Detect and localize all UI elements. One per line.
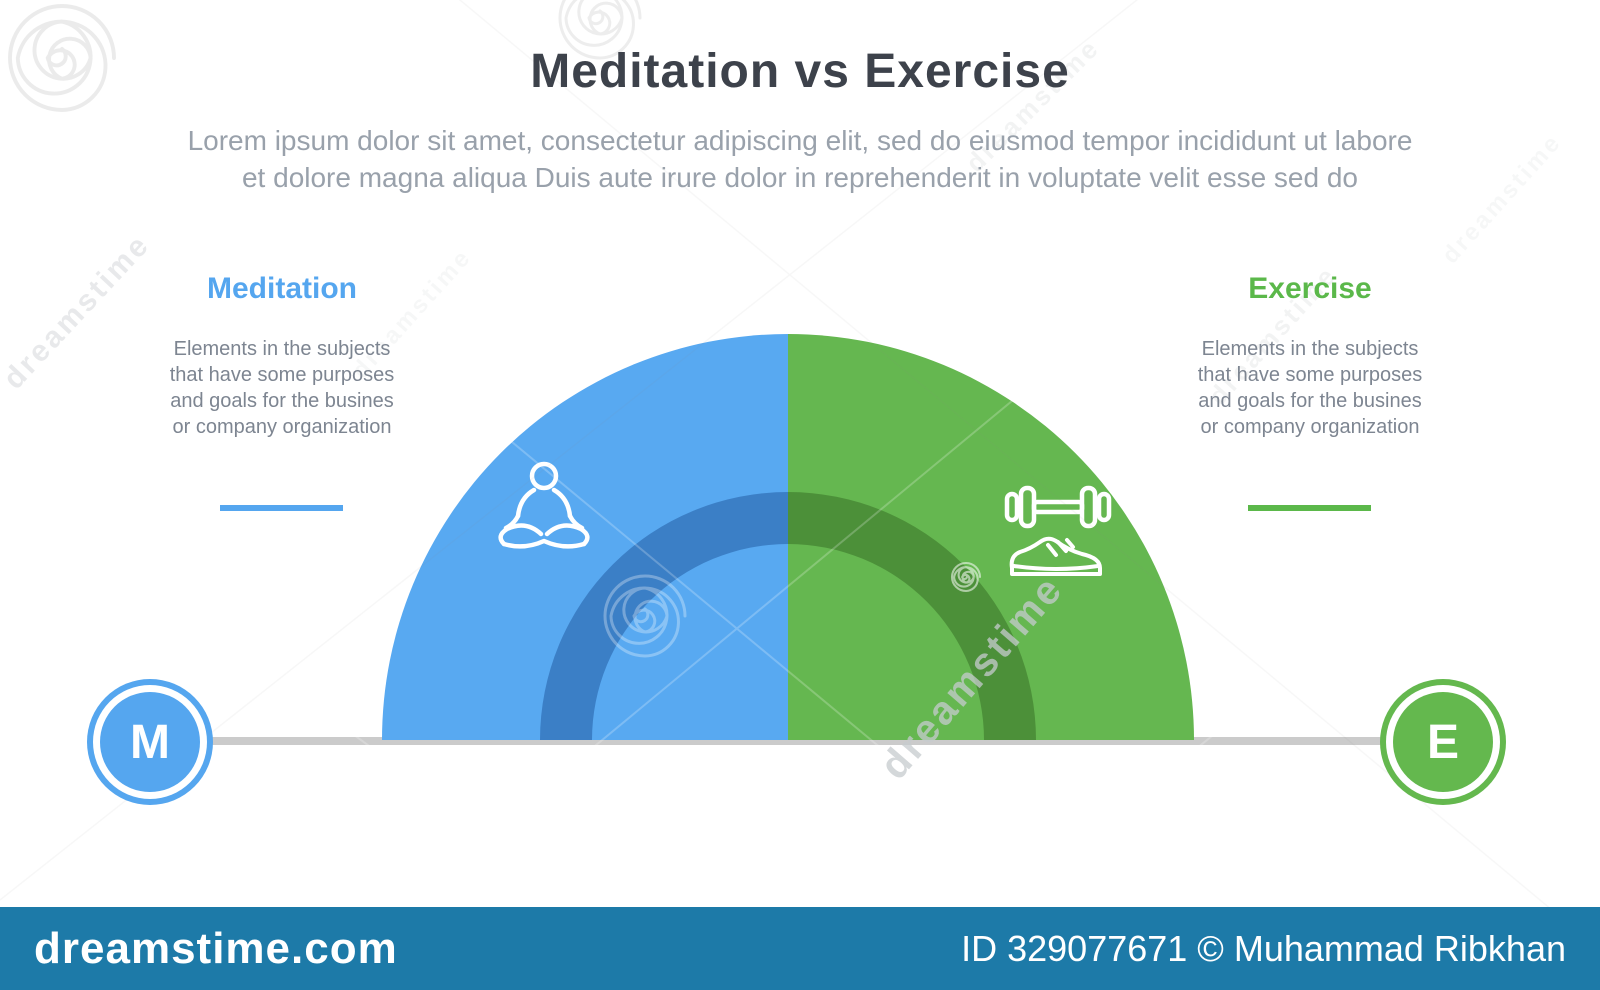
description-line: Elements in the subjects <box>1201 338 1419 360</box>
description-line: or company organization <box>1200 416 1420 438</box>
exercise-column: Exercise Elements in the subjects that h… <box>1130 272 1490 440</box>
exercise-half-segment <box>788 334 1194 740</box>
exercise-description: Elements in the subjects that have some … <box>1130 336 1490 440</box>
exercise-inner-band <box>788 492 1036 740</box>
meditation-inner-band <box>540 492 788 740</box>
meditation-column: Meditation Elements in the subjects that… <box>102 272 462 440</box>
meditation-lotus-icon <box>498 461 590 549</box>
meditation-underline <box>220 505 343 511</box>
description-line: and goals for the busines <box>170 390 394 412</box>
description-line: Elements in the subjects <box>173 338 391 360</box>
image-credit: ID 329077671 © Muhammad Ribkhan <box>961 927 1566 969</box>
page-subtitle: Lorem ipsum dolor sit amet, consectetur … <box>0 122 1600 196</box>
exercise-underline <box>1248 505 1371 511</box>
description-line: that have some purposes <box>1197 364 1423 386</box>
subtitle-line-2: et dolore magna aliqua Duis aute irure d… <box>241 162 1358 193</box>
meditation-heading: Meditation <box>207 272 357 305</box>
description-line: that have some purposes <box>169 364 395 386</box>
meditation-initial-letter: M <box>130 715 170 769</box>
exercise-initial-badge: E <box>1393 692 1493 792</box>
dreamstime-footer-bar: dreamstime.com ID 329077671 © Muhammad R… <box>0 907 1600 990</box>
description-line: and goals for the busines <box>1198 390 1422 412</box>
dumbbell-shoe-icon <box>1004 485 1112 576</box>
exercise-initial-letter: E <box>1426 715 1459 769</box>
subtitle-line-1: Lorem ipsum dolor sit amet, consectetur … <box>187 125 1413 156</box>
exercise-heading: Exercise <box>1248 272 1372 305</box>
dreamstime-logo: dreamstime.com <box>34 923 398 973</box>
meditation-half-segment <box>382 334 788 740</box>
baseline-connector <box>150 737 1445 745</box>
page-title: Meditation vs Exercise <box>530 45 1070 98</box>
description-line: or company organization <box>172 416 392 438</box>
meditation-description: Elements in the subjects that have some … <box>102 336 462 440</box>
meditation-initial-badge: M <box>100 692 200 792</box>
